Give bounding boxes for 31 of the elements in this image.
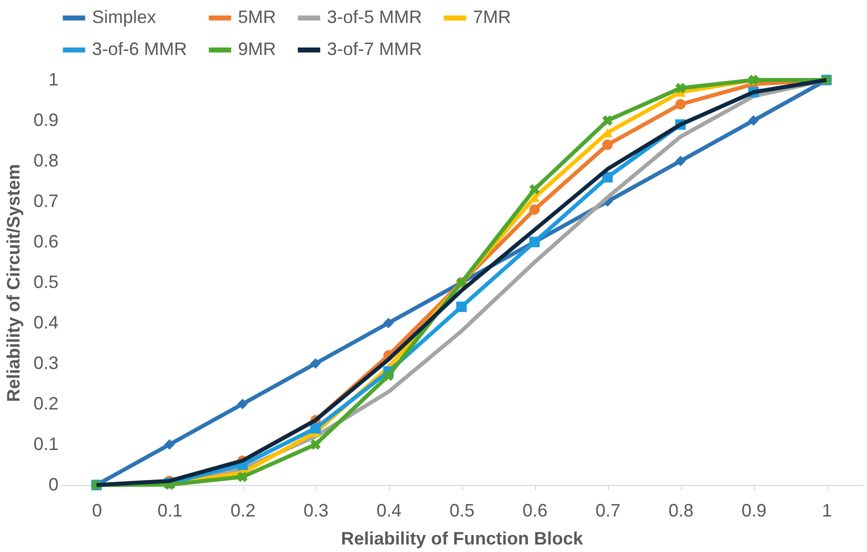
x-tick-label: 0.1 [157, 500, 183, 520]
x-tick-label: 0.3 [303, 500, 329, 520]
legend-label: Simplex [92, 7, 156, 27]
y-tick-label: 0.6 [33, 232, 58, 252]
x-tick-label: 1 [822, 500, 832, 520]
x-tick-label: 0.2 [230, 500, 256, 520]
x-axis-title: Reliability of Function Block [340, 528, 584, 548]
x-tick-label: 0.8 [668, 500, 694, 520]
y-tick-label: 0.1 [33, 434, 58, 454]
x-tick-label: 0.5 [449, 500, 475, 520]
y-tick-label: 0.5 [33, 272, 58, 292]
x-tick-label: 0.4 [376, 500, 402, 520]
y-tick-label: 0.4 [33, 312, 58, 332]
x-tick-label: 0.7 [595, 500, 621, 520]
legend-label: 5MR [238, 7, 276, 27]
x-tick-label: 0.9 [741, 500, 767, 520]
legend-label: 3-of-6 MMR [92, 39, 188, 59]
y-tick-label: 0.8 [33, 150, 58, 170]
y-tick-label: 0.7 [33, 191, 58, 211]
legend-label: 9MR [238, 39, 276, 59]
y-axis-title: Reliability of Circuit/System [3, 164, 24, 402]
y-tick-label: 0 [48, 474, 58, 494]
y-tick-label: 0.9 [33, 110, 58, 130]
y-tick-label: 1 [48, 70, 58, 90]
legend-label: 3-of-5 MMR [327, 7, 422, 27]
x-tick-label: 0.6 [522, 500, 548, 520]
y-tick-label: 0.3 [33, 353, 58, 373]
legend-label: 3-of-7 MMR [327, 39, 422, 59]
x-tick-label: 0 [92, 500, 102, 520]
y-tick-label: 0.2 [33, 394, 58, 414]
legend-label: 7MR [473, 7, 512, 27]
